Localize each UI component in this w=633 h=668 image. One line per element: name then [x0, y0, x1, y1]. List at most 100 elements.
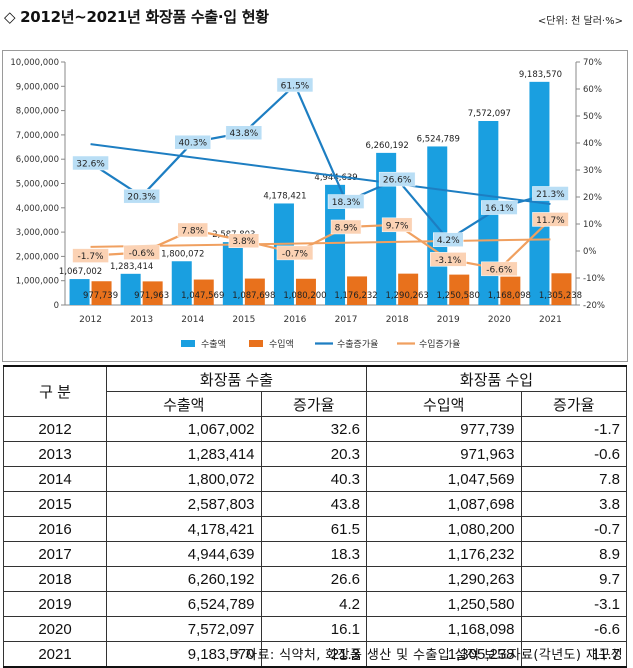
chart-panel: 0 1,000,000 2,000,000 3,000,000 4,000,000 5,0… [2, 50, 628, 362]
table-row: 2017 4,944,639 18.3 1,176,232 8.9 [3, 541, 628, 567]
trendline-import [90, 238, 551, 248]
line-label-import-rate: 8.9% [335, 223, 358, 233]
line-label-import-rate: 9.7% [386, 221, 409, 231]
left-tick-label: 6,000,000 [16, 155, 59, 165]
left-tick-label: 3,000,000 [16, 228, 59, 238]
bar-label-import: 1,250,580 [437, 291, 480, 301]
line-label-export-rate: 16.1% [485, 204, 514, 214]
bar-label-import: 977,739 [83, 291, 118, 301]
unit-note: <단위: 천 달러·%> [537, 16, 623, 27]
cell-export: 2,587,803 [106, 491, 262, 517]
x-tick-label: 2018 [386, 315, 409, 325]
line-label-box-export-rate [276, 77, 314, 93]
bar-import [295, 278, 316, 305]
cell-import-rate: -6.6 [520, 616, 628, 642]
bar-import [449, 274, 470, 305]
right-tick-label: 20% [583, 193, 602, 203]
bar-import [244, 278, 265, 305]
bar-import [500, 276, 521, 305]
line-label-export-rate: 40.3% [178, 139, 207, 149]
cell-export: 4,178,421 [106, 516, 262, 542]
cell-import-rate: 3.8 [520, 491, 628, 517]
line-export-rate [89, 83, 551, 242]
bar-label-import: 1,176,232 [334, 291, 377, 301]
cell-export-rate: 21.3 [260, 641, 367, 668]
right-tick-label: 10% [583, 220, 602, 230]
line-label-import-rate: -0.6% [129, 249, 156, 259]
cell-export-rate: 32.6 [260, 416, 367, 442]
cell-year: 2016 [3, 516, 107, 542]
right-tick-label: 40% [583, 139, 602, 149]
line-label-box-import-rate [381, 217, 413, 233]
cell-export-rate: 40.3 [260, 466, 367, 492]
cell-year: 2021 [3, 641, 107, 668]
left-tick-label: 10,000,000 [10, 58, 59, 68]
left-tick-label: 1,000,000 [16, 277, 59, 287]
line-label-import-rate: -0.7% [282, 249, 309, 259]
table-row: 2014 1,800,072 40.3 1,047,569 7.8 [3, 466, 628, 492]
bar-import [398, 273, 419, 305]
bar-import [347, 276, 368, 305]
x-tick-label: 2020 [488, 315, 511, 325]
bar-label-export: 1,800,072 [161, 249, 204, 259]
legend-label-export-rate: 수출증가율 [337, 339, 378, 350]
cell-year: 2012 [3, 416, 107, 442]
cell-year: 2015 [3, 491, 107, 517]
x-tick-label: 2021 [539, 315, 562, 325]
line-label-export-rate: 61.5% [281, 81, 310, 91]
cell-year: 2019 [3, 591, 107, 617]
cell-export-rate: 4.2 [260, 591, 367, 617]
cell-year: 2014 [3, 466, 107, 492]
data-table: 구 분 화장품 수출 화장품 수입 수출액 증가율 수입액 증가율 2012 1,… [3, 365, 628, 668]
left-tick-label: 8,000,000 [16, 107, 59, 117]
line-label-box-export-rate [378, 171, 416, 187]
bar-label-export: 6,260,192 [366, 141, 409, 151]
header-import-group: 화장품 수입 [365, 365, 628, 392]
line-label-import-rate: 7.8% [181, 226, 204, 236]
bar-label-import: 1,305,238 [539, 291, 582, 301]
right-tick-label: -20% [583, 301, 605, 311]
x-tick-label: 2014 [181, 315, 204, 325]
bar-label-import: 971,963 [134, 291, 169, 301]
bar-label-export: 7,572,097 [468, 109, 511, 119]
cell-export: 4,944,639 [106, 541, 262, 567]
line-label-box-import-rate [123, 245, 160, 260]
bar-export [171, 261, 192, 305]
header-export-rate: 증가율 [260, 391, 367, 417]
right-tick-label: -10% [583, 274, 605, 284]
line-label-box-import-rate [330, 219, 362, 235]
line-label-export-rate: 18.3% [332, 198, 361, 208]
line-label-box-export-rate [532, 186, 569, 201]
cell-import-rate: -0.6 [520, 441, 628, 467]
line-label-export-rate: 20.3% [127, 193, 156, 203]
line-label-export-rate: 32.6% [76, 159, 105, 169]
bar-export [325, 184, 346, 305]
line-label-box-import-rate [532, 212, 569, 227]
line-label-box-import-rate [177, 222, 208, 238]
cell-import-rate: -1.7 [520, 416, 628, 442]
bar-label-export: 6,524,789 [417, 134, 460, 144]
cell-export: 1,067,002 [106, 416, 262, 442]
combo-chart: 0 1,000,000 2,000,000 3,000,000 4,000,000 5,0… [10, 58, 605, 350]
bar-export [120, 273, 141, 305]
table-row: 2018 6,260,192 26.6 1,290,263 9.7 [3, 566, 628, 592]
line-label-box-export-rate [225, 125, 263, 140]
cell-import-rate: 8.9 [520, 541, 628, 567]
cell-import: 1,305,238 [365, 641, 522, 668]
legend-label-export: 수출액 [201, 338, 226, 350]
line-label-export-rate: 4.2% [437, 236, 460, 246]
cell-import: 1,168,098 [365, 616, 522, 642]
table-row: 2016 4,178,421 61.5 1,080,200 -0.7 [3, 516, 628, 542]
line-label-box-import-rate [430, 252, 467, 267]
cell-import: 1,290,263 [365, 566, 522, 592]
line-label-box-export-rate [123, 188, 160, 204]
line-label-export-rate: 43.8% [230, 129, 259, 139]
bar-label-import: 1,047,569 [181, 291, 224, 301]
header-import-rate: 증가율 [520, 391, 628, 417]
table-row: 2012 1,067,002 32.6 977,739 -1.7 [3, 416, 628, 442]
bar-label-import: 1,087,698 [232, 291, 275, 301]
cell-import-rate: 9.7 [520, 566, 628, 592]
bar-import [551, 273, 572, 305]
table-row: 2021 9,183,570 21.3 1,305,238 11.7 [3, 641, 628, 668]
line-label-box-import-rate [276, 245, 314, 261]
